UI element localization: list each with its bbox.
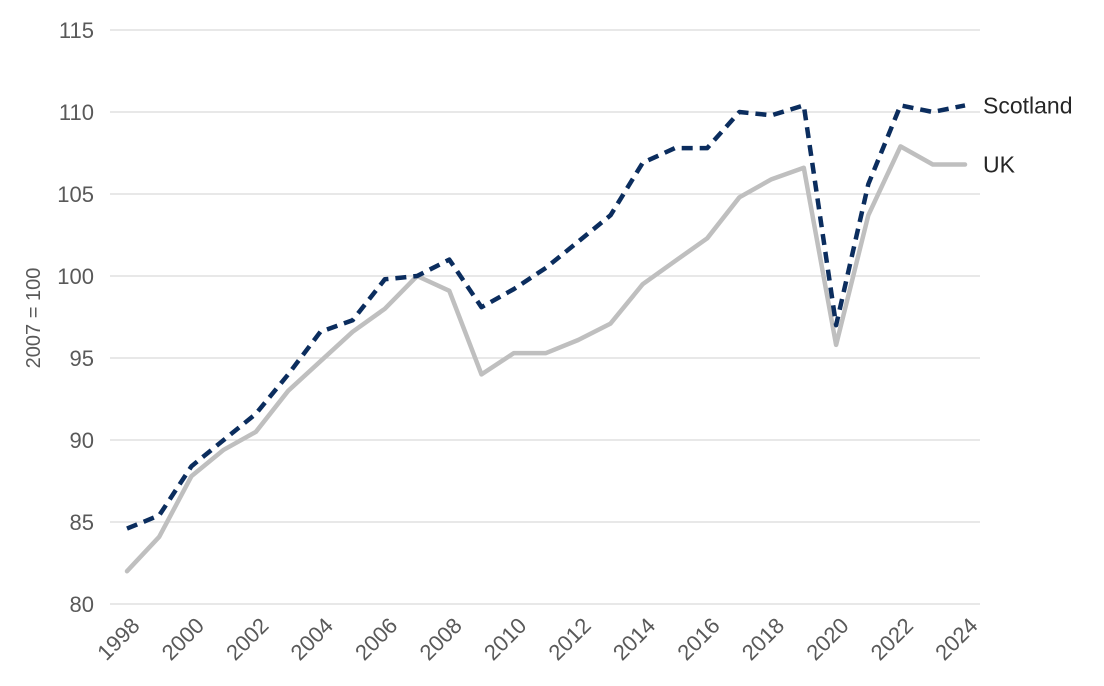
x-tick-label: 2008	[415, 613, 467, 665]
y-tick-label: 85	[70, 510, 94, 535]
y-axis-label: 2007 = 100	[23, 268, 45, 369]
x-tick-label: 2010	[479, 613, 531, 665]
x-tick-label: 1998	[92, 613, 144, 665]
x-tick-label: 2016	[672, 613, 724, 665]
y-tick-label: 95	[70, 346, 94, 371]
series-label-uk: UK	[983, 151, 1016, 177]
x-tick-label: 2014	[608, 613, 660, 665]
series-line-uk	[124, 144, 968, 574]
y-tick-label: 115	[59, 18, 94, 43]
gridlines	[110, 29, 980, 605]
y-axis-ticks: 80 85 90 95 100 105 110 115	[57, 18, 94, 617]
y-tick-label: 80	[70, 592, 94, 617]
series-lines	[124, 103, 968, 574]
y-tick-label: 100	[57, 264, 94, 289]
x-tick-label: 2012	[543, 613, 595, 665]
x-tick-label: 2018	[737, 613, 789, 665]
y-tick-label: 90	[70, 428, 94, 453]
y-tick-label: 110	[59, 100, 94, 125]
x-tick-label: 2020	[801, 613, 853, 665]
x-tick-label: 2024	[930, 613, 982, 665]
x-tick-label: 2006	[350, 613, 402, 665]
x-tick-label: 2002	[221, 613, 273, 665]
x-tick-label: 2000	[157, 613, 209, 665]
series-line-scotland	[126, 103, 966, 531]
y-tick-label: 105	[57, 182, 94, 207]
x-axis-ticks: 1998 2000 2002 2004 2006 2008 2010 2012 2014 2016…	[92, 613, 982, 665]
x-tick-label: 2022	[866, 613, 918, 665]
series-labels: Scotland UK	[983, 92, 1073, 177]
series-label-scotland: Scotland	[983, 92, 1073, 118]
x-tick-label: 2004	[286, 613, 338, 665]
